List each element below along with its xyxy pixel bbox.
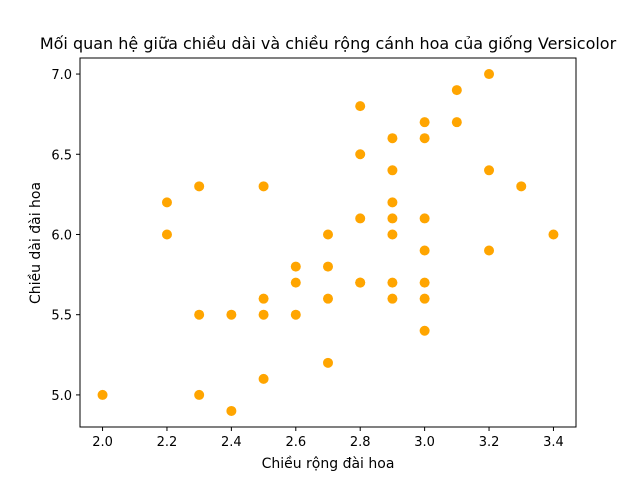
data-point — [194, 181, 205, 192]
data-point — [97, 389, 108, 400]
data-point — [387, 133, 398, 144]
data-point — [161, 229, 172, 240]
data-point — [419, 277, 430, 288]
x-tick-label: 3.0 — [414, 435, 435, 450]
y-tick-label: 6.5 — [51, 148, 72, 163]
y-tick-label: 5.5 — [51, 309, 72, 324]
data-point — [323, 293, 333, 304]
data-point — [387, 213, 398, 224]
data-point — [387, 277, 398, 288]
data-point — [258, 293, 269, 304]
x-axis-label: Chiều rộng đài hoa — [262, 455, 395, 472]
data-point — [258, 309, 269, 320]
x-tick-label: 2.4 — [221, 435, 242, 450]
data-point — [387, 293, 398, 304]
data-point — [290, 309, 301, 320]
data-point — [161, 197, 172, 208]
data-point — [548, 229, 559, 240]
data-point — [355, 277, 366, 288]
data-point — [419, 325, 430, 336]
data-point — [419, 133, 430, 144]
x-tick-label: 2.6 — [285, 435, 306, 450]
x-tick-label: 2.0 — [92, 435, 113, 450]
data-point — [484, 245, 495, 256]
chart-title: Mối quan hệ giữa chiều dài và chiều rộng… — [40, 34, 617, 53]
data-point — [323, 229, 333, 240]
data-point — [419, 245, 430, 256]
data-point — [387, 165, 398, 176]
data-point — [387, 229, 398, 240]
x-tick-label: 2.2 — [157, 435, 178, 450]
data-point — [323, 261, 333, 272]
y-tick-label: 7.0 — [51, 68, 72, 83]
data-point — [290, 277, 301, 288]
data-point — [419, 293, 430, 304]
data-point — [387, 197, 398, 208]
data-point — [419, 213, 430, 224]
data-point — [451, 117, 462, 128]
data-point — [258, 181, 269, 192]
y-axis-label: Chiều dài đài hoa — [27, 182, 44, 304]
data-point — [355, 213, 366, 224]
y-axis-ticks: 5.0 5.5 6.0 6.5 7.0 — [51, 68, 80, 404]
x-axis-ticks: 2.0 2.2 2.4 2.6 2.8 3.0 3.2 3.4 — [92, 427, 564, 450]
x-tick-label: 3.2 — [479, 435, 500, 450]
data-point — [419, 117, 430, 128]
data-point — [194, 309, 205, 320]
x-tick-label: 3.4 — [543, 435, 564, 450]
data-point — [194, 389, 205, 400]
data-point — [226, 309, 237, 320]
data-point — [258, 373, 269, 384]
data-point — [516, 181, 527, 192]
data-point — [484, 165, 495, 176]
data-point — [355, 101, 366, 112]
plot-frame — [79, 57, 577, 428]
data-point — [226, 405, 237, 416]
y-tick-label: 6.0 — [51, 228, 72, 243]
y-tick-label: 5.0 — [51, 389, 72, 404]
data-point — [290, 261, 301, 272]
x-tick-label: 2.8 — [350, 435, 371, 450]
data-point — [484, 69, 495, 80]
data-point — [355, 149, 366, 160]
data-point — [323, 357, 333, 368]
data-point — [451, 85, 462, 96]
points-layer — [97, 69, 559, 416]
